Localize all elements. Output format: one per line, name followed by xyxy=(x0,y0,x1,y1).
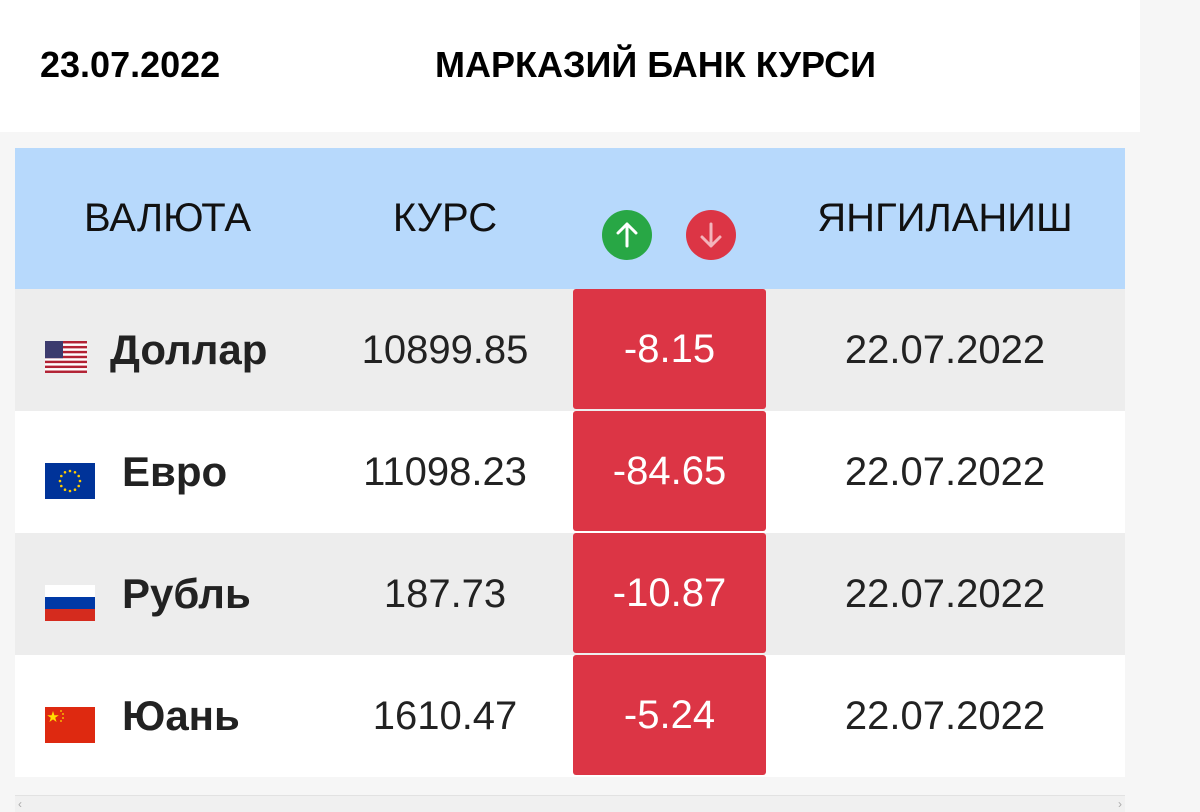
scroll-right-icon[interactable]: › xyxy=(1118,797,1122,811)
arrow-down-icon xyxy=(686,210,736,260)
scroll-left-icon[interactable]: ‹ xyxy=(18,797,22,811)
change-badge: -5.24 xyxy=(573,655,766,775)
currency-name: Доллар xyxy=(110,326,268,373)
currency-name: Юань xyxy=(122,692,240,739)
change-badge: -10.87 xyxy=(573,533,766,653)
change-badge: -8.15 xyxy=(573,289,766,409)
table-row: Евро 11098.23 -84.65 22.07.2022 xyxy=(15,411,1125,533)
updated-date: 22.07.2022 xyxy=(844,694,1046,738)
currency-name: Рубль xyxy=(122,570,251,617)
column-header-currency: ВАЛЮТА xyxy=(83,196,252,240)
eu-flag-icon xyxy=(45,463,95,499)
current-date: 23.07.2022 xyxy=(40,44,221,85)
ru-flag-icon xyxy=(45,585,95,621)
table-header: ВАЛЮТА КУРС ЯНГИЛАНИШ xyxy=(15,148,1125,289)
arrow-up-icon xyxy=(602,210,652,260)
rate-value: 11098.23 xyxy=(363,450,527,494)
rate-value: 10899.85 xyxy=(361,328,529,372)
cn-flag-icon xyxy=(45,707,95,743)
change-badge: -84.65 xyxy=(573,411,766,531)
table-row: Юань 1610.47 -5.24 22.07.2022 xyxy=(15,655,1125,777)
table-row: Доллар 10899.85 -8.15 22.07.2022 xyxy=(15,289,1125,411)
column-header-updated: ЯНГИЛАНИШ xyxy=(817,196,1073,240)
exchange-rate-table: ВАЛЮТА КУРС ЯНГИЛАНИШ Доллар 10899. xyxy=(15,148,1125,777)
updated-date: 22.07.2022 xyxy=(844,450,1046,494)
rate-value: 1610.47 xyxy=(372,694,518,738)
page-title: МАРКАЗИЙ БАНК КУРСИ xyxy=(435,44,876,85)
us-flag-icon xyxy=(45,341,95,377)
rate-value: 187.73 xyxy=(383,572,507,616)
table-row: Рубль 187.73 -10.87 22.07.2022 xyxy=(15,533,1125,655)
updated-date: 22.07.2022 xyxy=(844,572,1046,616)
column-header-rate: КУРС xyxy=(392,196,498,240)
top-bar: 23.07.2022 МАРКАЗИЙ БАНК КУРСИ xyxy=(0,0,1140,132)
horizontal-scrollbar[interactable]: ‹ › xyxy=(15,795,1125,812)
currency-name: Евро xyxy=(122,448,228,495)
updated-date: 22.07.2022 xyxy=(844,328,1046,372)
